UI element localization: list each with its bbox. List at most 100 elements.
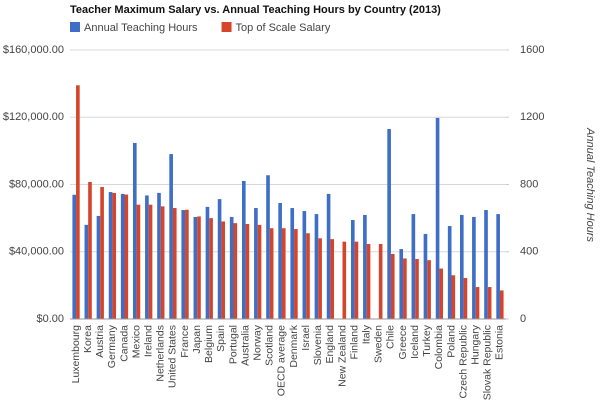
bar xyxy=(136,204,141,319)
y2-axis-title: Annual Teaching Hours xyxy=(584,127,596,242)
x-tick-label: Greece xyxy=(397,325,409,360)
bar xyxy=(112,192,117,319)
bar xyxy=(415,258,419,319)
bar xyxy=(257,224,262,319)
bar xyxy=(72,194,77,319)
x-tick-label: Slovak Republic xyxy=(482,325,494,400)
bar xyxy=(302,211,307,319)
x-tick-label: Iceland xyxy=(409,325,421,359)
bar xyxy=(387,129,391,319)
bar xyxy=(217,199,222,319)
bar xyxy=(100,187,104,319)
bar xyxy=(411,214,416,319)
x-tick-label: Ireland xyxy=(143,325,155,357)
bar xyxy=(342,241,347,319)
bar xyxy=(459,214,464,319)
bar xyxy=(124,194,129,319)
bar xyxy=(306,233,310,319)
x-tick-label: United States xyxy=(167,325,179,388)
x-tick-label: Hungary xyxy=(470,324,482,364)
x-tick-label: Slovenia xyxy=(312,325,324,365)
legend-label: Top of Scale Salary xyxy=(236,22,331,34)
bar xyxy=(399,249,404,319)
bar xyxy=(350,219,355,319)
bar xyxy=(484,210,488,319)
bar xyxy=(326,193,331,319)
x-tick-label: Australia xyxy=(239,325,251,366)
bar xyxy=(354,241,359,319)
bar xyxy=(427,260,431,319)
y2-tick-label: 0 xyxy=(520,313,526,325)
bar xyxy=(241,180,246,319)
x-tick-label: Finland xyxy=(348,325,360,360)
y-tick-label: $40,000.00 xyxy=(9,246,64,258)
y-tick-label: $80,000.00 xyxy=(9,178,64,190)
bar xyxy=(84,224,89,319)
x-tick-label: Germany xyxy=(106,324,118,368)
x-tick-label: Czech Republic xyxy=(457,325,469,399)
x-tick-label: Belgium xyxy=(203,325,215,363)
legend-label: Annual Teaching Hours xyxy=(84,22,198,34)
x-tick-label: Estonia xyxy=(494,325,506,360)
x-tick-label: OECD average xyxy=(276,325,288,396)
bar xyxy=(423,233,428,319)
x-tick-label: Italy xyxy=(361,324,373,344)
x-tick-label: Canada xyxy=(118,325,130,362)
bar xyxy=(76,85,80,320)
bar xyxy=(96,215,101,319)
x-tick-label: New Zealand xyxy=(336,325,348,387)
bar xyxy=(132,142,137,319)
bar xyxy=(229,216,234,319)
bar xyxy=(487,287,492,319)
bar xyxy=(205,206,210,319)
legend-swatch xyxy=(221,22,232,32)
bar xyxy=(475,287,480,319)
bar xyxy=(439,268,444,319)
x-tick-label: Portugal xyxy=(227,325,239,364)
bar xyxy=(172,208,177,319)
bar xyxy=(233,223,238,319)
bar xyxy=(108,192,113,319)
bar xyxy=(148,204,153,319)
x-tick-label: England xyxy=(324,325,336,364)
bar xyxy=(447,226,452,319)
x-tick-label: Poland xyxy=(445,325,457,358)
bar xyxy=(378,244,383,319)
bar xyxy=(157,192,161,319)
bar xyxy=(281,228,286,319)
bar xyxy=(169,154,173,319)
bar xyxy=(472,216,476,319)
bar xyxy=(209,218,213,319)
x-tick-label: Spain xyxy=(215,325,227,352)
x-tick-label: Chile xyxy=(385,325,397,349)
bar xyxy=(290,208,295,319)
y2-tick-label: 400 xyxy=(520,246,538,258)
x-tick-label: Austria xyxy=(94,325,106,358)
bar xyxy=(463,277,468,319)
bar xyxy=(181,210,186,319)
bar xyxy=(254,208,258,319)
bar xyxy=(435,117,440,319)
bar xyxy=(390,253,395,319)
bar xyxy=(496,214,500,319)
x-tick-label: Sweden xyxy=(373,325,385,363)
bar xyxy=(193,216,198,319)
bar xyxy=(185,209,189,319)
y-tick-label: $0.00 xyxy=(36,313,64,325)
bar xyxy=(245,224,250,319)
x-tick-label: Turkey xyxy=(421,324,433,356)
x-tick-label: Norway xyxy=(252,324,264,360)
bar xyxy=(403,258,407,319)
legend-swatch xyxy=(70,22,80,32)
x-tick-label: Denmark xyxy=(288,324,300,367)
bar xyxy=(145,195,149,319)
bar xyxy=(278,202,282,319)
bar xyxy=(197,216,201,319)
y2-tick-label: 1600 xyxy=(520,44,544,56)
x-tick-label: Mexico xyxy=(130,325,142,358)
x-tick-label: Netherlands xyxy=(155,325,167,382)
bar xyxy=(330,239,335,319)
bar xyxy=(88,181,92,319)
bar xyxy=(294,229,298,319)
